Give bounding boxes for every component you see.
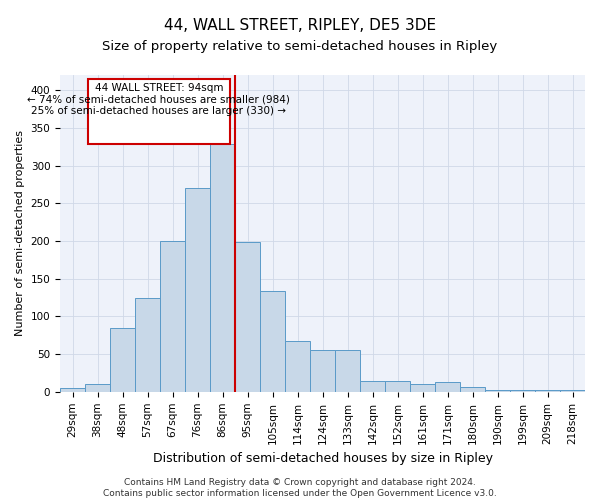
Bar	[160, 241, 185, 392]
Text: Contains HM Land Registry data © Crown copyright and database right 2024.
Contai: Contains HM Land Registry data © Crown c…	[103, 478, 497, 498]
Text: 44, WALL STREET, RIPLEY, DE5 3DE: 44, WALL STREET, RIPLEY, DE5 3DE	[164, 18, 436, 32]
Bar	[510, 390, 535, 392]
Bar	[135, 298, 160, 392]
Text: Size of property relative to semi-detached houses in Ripley: Size of property relative to semi-detach…	[103, 40, 497, 53]
Bar	[60, 388, 85, 392]
Bar	[185, 188, 210, 392]
Bar	[110, 328, 135, 392]
Bar	[260, 292, 285, 392]
Bar	[85, 384, 110, 392]
Text: ← 74% of semi-detached houses are smaller (984): ← 74% of semi-detached houses are smalle…	[28, 94, 290, 104]
Bar	[285, 340, 310, 392]
X-axis label: Distribution of semi-detached houses by size in Ripley: Distribution of semi-detached houses by …	[152, 452, 493, 465]
Bar	[410, 384, 435, 392]
Bar	[235, 242, 260, 392]
Bar	[210, 144, 235, 392]
Bar	[360, 380, 385, 392]
Bar	[385, 380, 410, 392]
Bar	[435, 382, 460, 392]
Bar	[310, 350, 335, 392]
Bar	[335, 350, 360, 392]
Text: 44 WALL STREET: 94sqm: 44 WALL STREET: 94sqm	[95, 84, 223, 94]
Bar	[460, 386, 485, 392]
Bar	[485, 390, 510, 392]
Bar	[560, 390, 585, 392]
Bar	[535, 390, 560, 392]
Y-axis label: Number of semi-detached properties: Number of semi-detached properties	[15, 130, 25, 336]
Text: 25% of semi-detached houses are larger (330) →: 25% of semi-detached houses are larger (…	[31, 106, 286, 116]
FancyBboxPatch shape	[88, 79, 230, 144]
